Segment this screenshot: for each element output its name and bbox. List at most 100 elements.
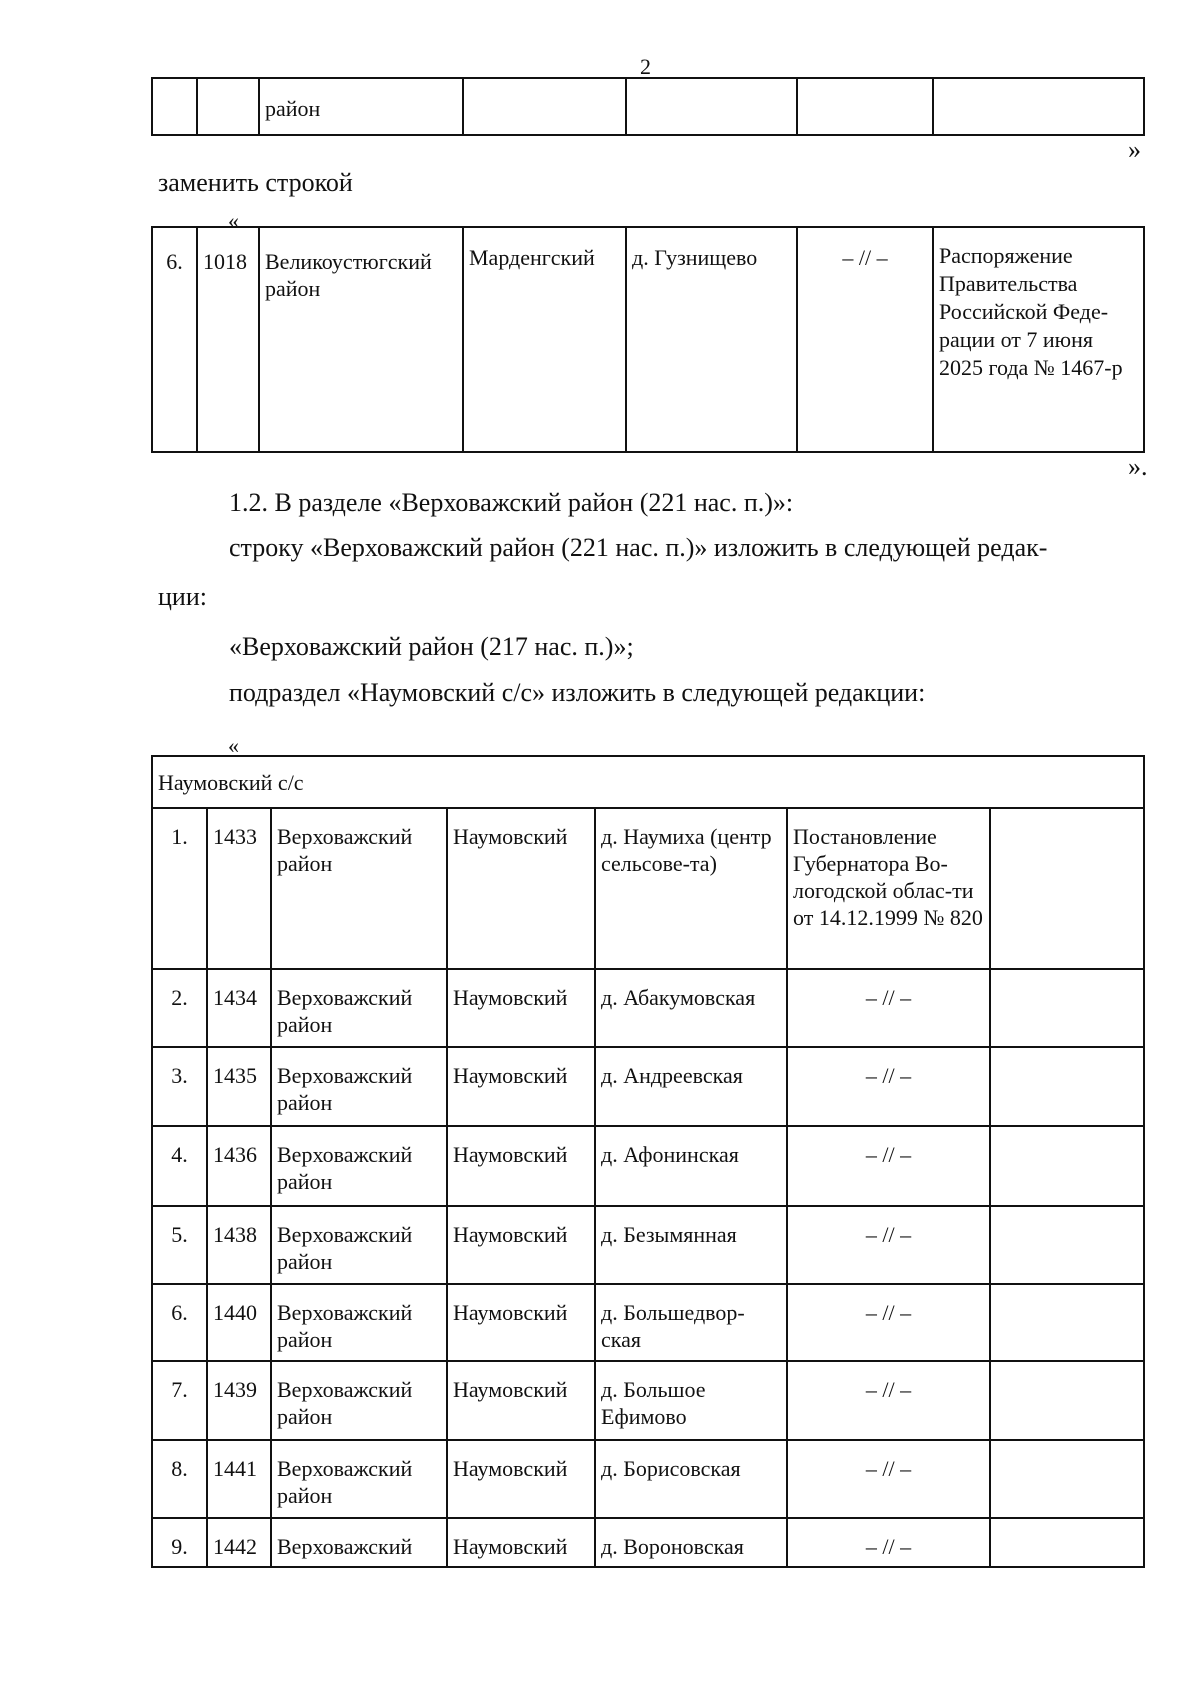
note [989,1360,1145,1441]
settlement: д. Большедвор-ская [594,1283,788,1362]
cell [151,77,198,136]
district: Верховажский район [270,807,448,970]
document: – // – [786,1046,991,1127]
municipality: Наумовский [446,1360,596,1441]
note [989,968,1145,1048]
basis: – // – [796,226,934,453]
settlement: д. Абакумовская [594,968,788,1048]
district: Верховажский район [270,1205,448,1285]
note [989,1517,1145,1568]
table-row: 3. 1435 Верховажский район Наумовский д. Анд… [151,1046,1145,1127]
note [989,807,1145,970]
code: 1435 [206,1046,272,1127]
note [989,1205,1145,1285]
opening-quote: « [228,208,239,233]
note [989,1283,1145,1362]
subsection-title: Наумовский с/с [151,755,1145,809]
paragraph: 1.2. В разделе «Верховажский район (221 … [229,488,794,517]
closing-quote: » [1128,135,1141,164]
row-number: 1. [151,807,208,970]
municipality: Марденгский [462,226,627,453]
previous-table-fragment: район [151,77,1145,136]
cell [932,77,1145,136]
paragraph: ции: [158,582,207,611]
subsection-table: Наумовский с/с 1. 1433 Верховажский район Н… [151,755,1145,1568]
note [989,1125,1145,1207]
row-number: 4. [151,1125,208,1207]
document: – // – [786,1283,991,1362]
note [989,1439,1145,1519]
table-row: 6. 1018 Великоустюгский район Марденгски… [151,226,1145,453]
document: – // – [786,1439,991,1519]
row-number: 9. [151,1517,208,1568]
cell: район [258,77,464,136]
document: – // – [786,1205,991,1285]
subsection-title-row: Наумовский с/с [151,755,1145,809]
settlement: д. Наумиха (центр сельсове-та) [594,807,788,970]
row-number: 6. [151,226,198,453]
municipality: Наумовский [446,1283,596,1362]
cell [796,77,934,136]
settlement: д. Андреевская [594,1046,788,1127]
municipality: Наумовский [446,968,596,1048]
row-number: 3. [151,1046,208,1127]
table-row: 7. 1439 Верховажский район Наумовский д. Бол… [151,1360,1145,1441]
code: 1434 [206,968,272,1048]
settlement: д. Безымянная [594,1205,788,1285]
paragraph: подраздел «Наумовский с/с» изложить в сл… [229,678,926,707]
row-number: 2. [151,968,208,1048]
code: 1441 [206,1439,272,1519]
document: Постановление Губернатора Во-логодской о… [786,807,991,970]
cell [462,77,627,136]
code: 1440 [206,1283,272,1362]
table-row: 9. 1442 Верховажский Наумовский д. Вороновск… [151,1517,1145,1568]
document: – // – [786,968,991,1048]
document: Распоряжение Правительства Российской Фе… [932,226,1145,453]
municipality: Наумовский [446,1439,596,1519]
row-number: 5. [151,1205,208,1285]
document: – // – [786,1517,991,1568]
municipality: Наумовский [446,1046,596,1127]
municipality: Наумовский [446,807,596,970]
replace-text: заменить строкой [158,168,353,197]
note [989,1046,1145,1127]
municipality: Наумовский [446,1205,596,1285]
opening-quote: « [228,733,239,758]
municipality: Наумовский [446,1125,596,1207]
table-row: 5. 1438 Верховажский район Наумовский д. Без… [151,1205,1145,1285]
row-number: 6. [151,1283,208,1362]
district: Верховажский район [270,1125,448,1207]
cell [625,77,798,136]
district: Верховажский район [270,1439,448,1519]
settlement: д. Борисовская [594,1439,788,1519]
table-row: 4. 1436 Верховажский район Наумовский д. Афо… [151,1125,1145,1207]
code: 1436 [206,1125,272,1207]
document: – // – [786,1125,991,1207]
district: Великоустюгский район [258,226,464,453]
table-row: район [151,77,1145,136]
closing-quote: ». [1128,452,1148,481]
table-row: 6. 1440 Верховажский район Наумовский д. Бол… [151,1283,1145,1362]
code: 1439 [206,1360,272,1441]
municipality: Наумовский [446,1517,596,1568]
settlement: д. Афонинская [594,1125,788,1207]
district: Верховажский район [270,1360,448,1441]
district: Верховажский район [270,1283,448,1362]
district: Верховажский район [270,1046,448,1127]
settlement: д. Гузнищево [625,226,798,453]
code: 1442 [206,1517,272,1568]
table-row: 2. 1434 Верховажский район Наумовский д. Аба… [151,968,1145,1048]
row-number: 8. [151,1439,208,1519]
settlement: д. Большое Ефимово [594,1360,788,1441]
page-number: 2 [640,54,651,79]
cell [196,77,260,136]
code: 1018 [196,226,260,453]
replacement-table: 6. 1018 Великоустюгский район Марденгски… [151,226,1145,453]
paragraph: «Верховажский район (217 нас. п.)»; [229,632,634,661]
district: Верховажский [270,1517,448,1568]
row-number: 7. [151,1360,208,1441]
table-row: 1. 1433 Верховажский район Наумовский д. Нау… [151,807,1145,970]
paragraph: строку «Верховажский район (221 нас. п.)… [229,533,1048,562]
code: 1438 [206,1205,272,1285]
table-row: 8. 1441 Верховажский район Наумовский д. Бор… [151,1439,1145,1519]
